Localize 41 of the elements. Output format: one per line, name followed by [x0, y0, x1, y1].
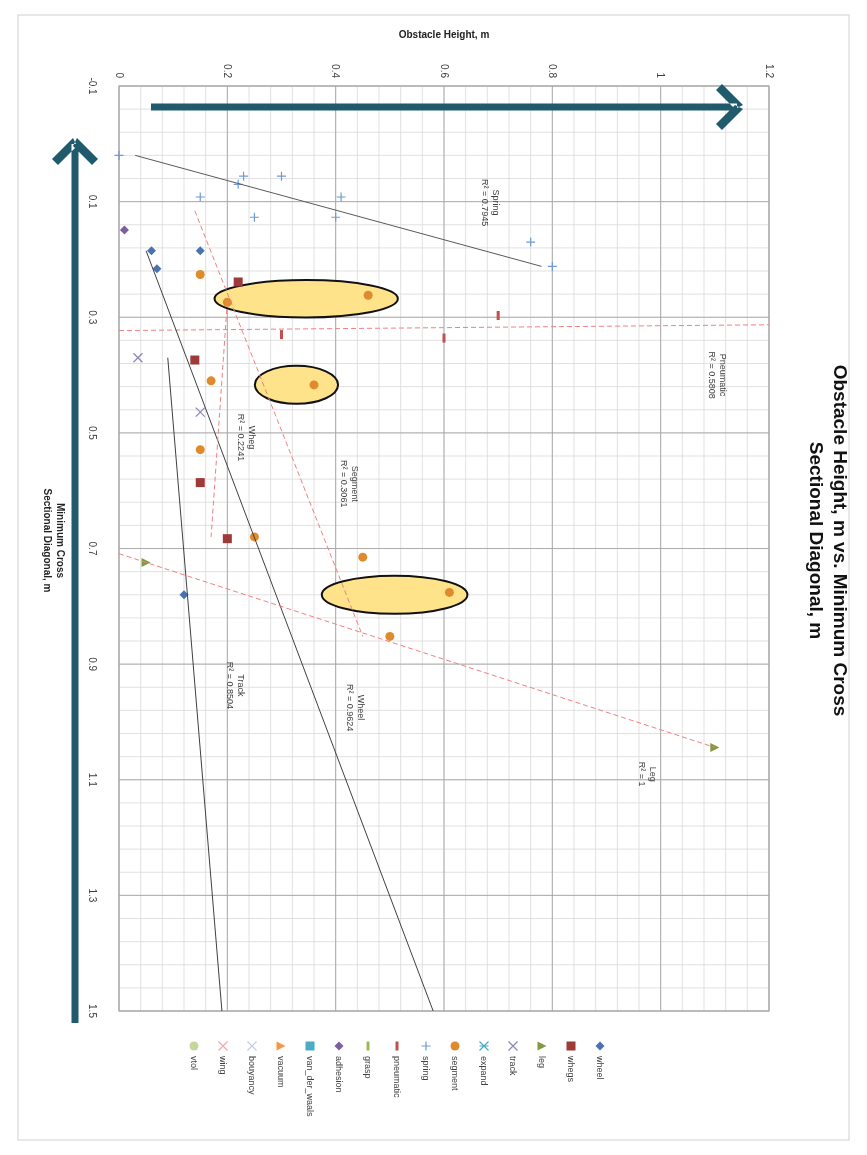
legend-label: wheel [594, 1055, 605, 1080]
annotation: Segment R² = 0.3061 [338, 460, 360, 508]
y-tick-label: 0.9 [87, 657, 98, 672]
x-tick-label: 0.8 [546, 64, 558, 79]
x-axis-title: Obstacle Height, m [398, 29, 490, 40]
y-tick-label: 0.3 [87, 310, 98, 325]
y-axis-title: Minimum Cross Sectional Diagonal, m [42, 488, 66, 593]
x-tick-label: 0.2 [221, 64, 233, 79]
x-tick-label: 0.6 [438, 64, 450, 79]
text: Obstacle Height, m vs. Minimum Cross Sectional Diagonal, m [806, 364, 851, 717]
annotation: Wheel R² = 0.9624 [344, 683, 366, 732]
annotation: Spring R² = 0.7945 [479, 178, 501, 227]
x-tick-label: 0 [113, 72, 125, 79]
x-tick-label: 1 [655, 72, 667, 79]
y-tick-label: 0.7 [87, 541, 98, 556]
y-tick-label: -0.1 [87, 77, 98, 96]
annotation: Track R² = 0.8504 [224, 661, 246, 710]
legend-label: vtol [188, 1056, 199, 1071]
legend-label: pneumatic [391, 1056, 402, 1099]
y-tick-label: 0.5 [87, 425, 98, 441]
legend-label: leg [536, 1056, 547, 1069]
x-tick-label: 0.4 [330, 64, 342, 79]
y-tick-label: 1.5 [87, 1004, 98, 1019]
legend-label: segment [449, 1056, 460, 1092]
legend-label: spring [420, 1056, 431, 1081]
legend-label: bouyancy [246, 1056, 257, 1096]
annotation: Pneumatic R² = 0.5808 [707, 351, 729, 399]
annotation: Leg R² = 1 [637, 761, 659, 787]
y-tick-label: 1.1 [87, 772, 98, 788]
legend-label: grasp [362, 1056, 373, 1079]
legend-label: track [507, 1056, 518, 1076]
legend-label: van_der_waals [304, 1056, 315, 1118]
y-tick-label: 0.1 [87, 194, 98, 210]
legend-label: vacuum [275, 1056, 286, 1088]
legend-label: wing [217, 1055, 228, 1075]
legend-label: whegs [565, 1055, 576, 1083]
y-tick-label: 1.3 [87, 888, 98, 903]
x-tick-label: 1.2 [763, 64, 775, 79]
legend-label: expand [478, 1056, 489, 1086]
annotation: Wheg R² = 0.2241 [236, 413, 257, 462]
legend-label: adhesion [333, 1056, 344, 1093]
